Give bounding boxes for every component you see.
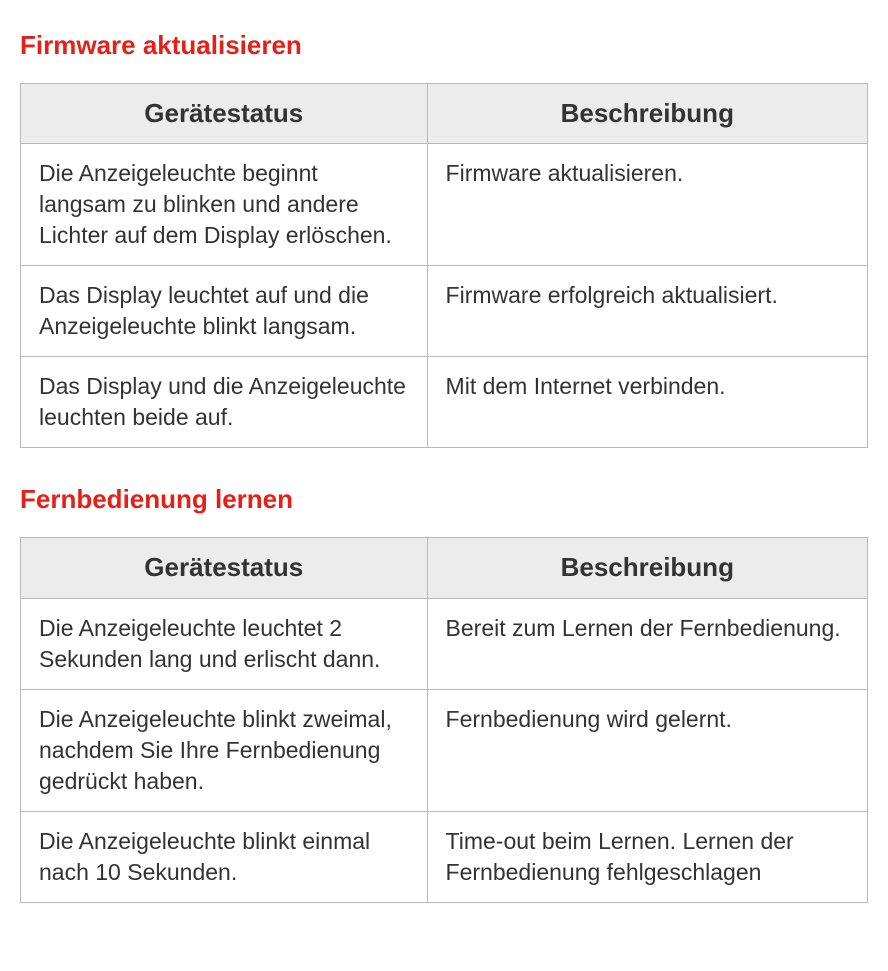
table-row: Die Anzeigeleuchte beginnt langsam zu bl…: [21, 144, 868, 266]
cell-status: Die Anzeigeleuchte leuchtet 2 Sekunden l…: [21, 598, 428, 689]
cell-description: Time-out beim Lernen. Lernen der Fernbed…: [427, 811, 867, 902]
cell-description: Mit dem Internet verbinden.: [427, 357, 867, 448]
cell-status: Die Anzeigeleuchte blinkt zweimal, nachd…: [21, 689, 428, 811]
cell-description: Firmware erfolgreich aktualisiert.: [427, 266, 867, 357]
table-row: Das Display und die Anzeigeleuchte leuch…: [21, 357, 868, 448]
cell-status: Das Display leuchtet auf und die Anzeige…: [21, 266, 428, 357]
cell-status: Die Anzeigeleuchte blinkt einmal nach 10…: [21, 811, 428, 902]
section-title: Fernbedienung lernen: [20, 484, 868, 515]
cell-description: Bereit zum Lernen der Fernbedienung.: [427, 598, 867, 689]
status-table: Gerätestatus Beschreibung Die Anzeigeleu…: [20, 83, 868, 448]
cell-status: Das Display und die Anzeigeleuchte leuch…: [21, 357, 428, 448]
col-header-status: Gerätestatus: [21, 538, 428, 598]
table-row: Die Anzeigeleuchte leuchtet 2 Sekunden l…: [21, 598, 868, 689]
cell-status: Die Anzeigeleuchte beginnt langsam zu bl…: [21, 144, 428, 266]
table-row: Die Anzeigeleuchte blinkt einmal nach 10…: [21, 811, 868, 902]
table-row: Die Anzeigeleuchte blinkt zweimal, nachd…: [21, 689, 868, 811]
cell-description: Fernbedienung wird gelernt.: [427, 689, 867, 811]
section-title: Firmware aktualisieren: [20, 30, 868, 61]
col-header-status: Gerätestatus: [21, 84, 428, 144]
section-firmware: Firmware aktualisieren Gerätestatus Besc…: [20, 30, 868, 448]
table-row: Das Display leuchtet auf und die Anzeige…: [21, 266, 868, 357]
table-header-row: Gerätestatus Beschreibung: [21, 84, 868, 144]
col-header-description: Beschreibung: [427, 538, 867, 598]
cell-description: Firmware aktualisieren.: [427, 144, 867, 266]
table-header-row: Gerätestatus Beschreibung: [21, 538, 868, 598]
col-header-description: Beschreibung: [427, 84, 867, 144]
status-table: Gerätestatus Beschreibung Die Anzeigeleu…: [20, 537, 868, 902]
section-remote: Fernbedienung lernen Gerätestatus Beschr…: [20, 484, 868, 902]
